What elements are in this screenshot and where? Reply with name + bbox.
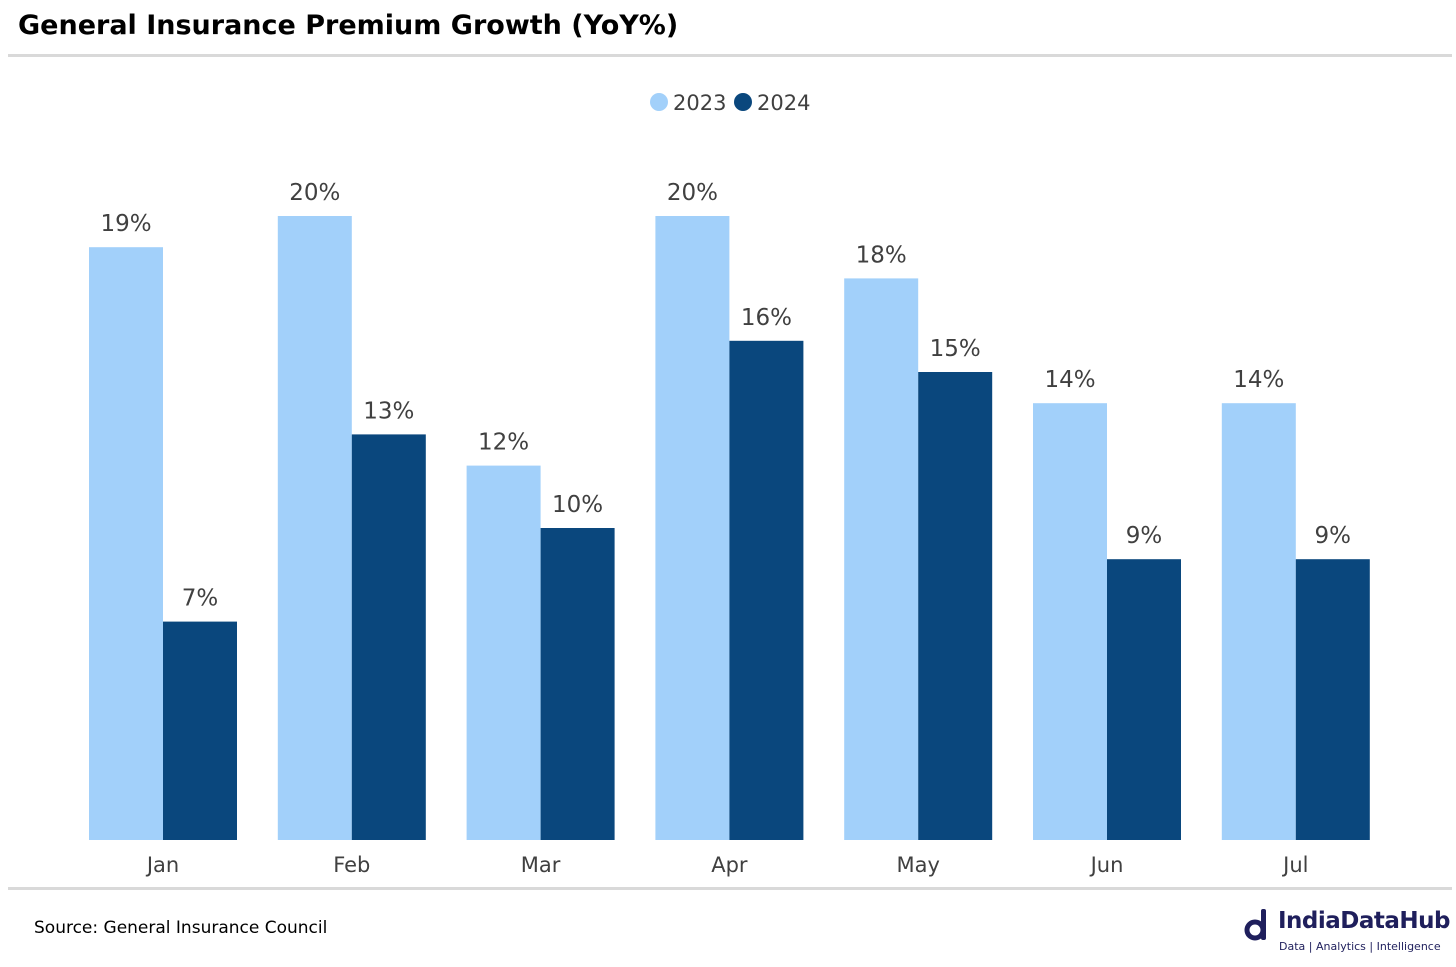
category-label-apr: Apr	[711, 853, 748, 877]
category-label-jul: Jul	[1281, 853, 1308, 877]
bar-mar-2023	[466, 465, 541, 840]
source-note: Source: General Insurance Council	[34, 918, 328, 938]
category-label-jun: Jun	[1089, 853, 1124, 877]
chart-title: General Insurance Premium Growth (YoY%)	[18, 10, 679, 41]
value-label-jul-2024: 9%	[1315, 523, 1352, 549]
brand-name: IndiaDataHub	[1278, 908, 1451, 934]
bottom-divider	[8, 887, 1452, 890]
category-label-jan: Jan	[145, 853, 179, 877]
bar-feb-2024	[351, 434, 426, 840]
value-label-jan-2023: 19%	[100, 211, 151, 237]
bar-jun-2024	[1107, 559, 1181, 840]
value-label-mar-2023: 12%	[478, 430, 529, 456]
bar-jan-2023	[89, 247, 163, 840]
bar-feb-2023	[277, 216, 352, 840]
chart-category-labels: Jan Feb Mar Apr May Jun Jul	[145, 853, 1309, 877]
category-label-may: May	[896, 853, 939, 877]
legend-label-2024: 2024	[757, 91, 810, 115]
value-label-may-2023: 18%	[856, 242, 907, 268]
bar-may-2023	[844, 278, 919, 840]
chart-bars	[89, 216, 1370, 840]
value-label-apr-2023: 20%	[667, 180, 718, 206]
bar-may-2024	[918, 372, 993, 840]
bar-jan-2024	[163, 621, 237, 840]
value-label-feb-2023: 20%	[289, 180, 340, 206]
bar-jun-2023	[1033, 403, 1107, 840]
value-label-feb-2024: 13%	[363, 398, 414, 424]
value-label-jun-2024: 9%	[1126, 523, 1163, 549]
brand-tagline: Data | Analytics | Intelligence	[1279, 940, 1441, 953]
bar-mar-2024	[540, 528, 615, 840]
top-divider	[8, 54, 1452, 57]
bar-apr-2024	[729, 340, 804, 840]
brand-logo-icon	[1244, 909, 1266, 941]
value-label-jul-2023: 14%	[1233, 367, 1284, 393]
legend-marker-2024	[734, 93, 752, 111]
value-label-mar-2024: 10%	[552, 492, 603, 518]
category-label-mar: Mar	[521, 853, 561, 877]
value-label-jan-2024: 7%	[182, 586, 219, 612]
value-label-may-2024: 15%	[930, 336, 981, 362]
legend-marker-2023	[650, 93, 668, 111]
category-label-feb: Feb	[333, 853, 370, 877]
bar-chart: 2023 2024 19% 7% 20% 13% 12% 10% 20% 16% 18% 15% 14…	[89, 91, 1370, 877]
chart-legend: 2023 2024	[650, 91, 810, 115]
bar-apr-2023	[655, 216, 730, 840]
value-label-apr-2024: 16%	[741, 305, 792, 331]
bar-jul-2024	[1295, 559, 1370, 840]
bar-jul-2023	[1221, 403, 1296, 840]
value-label-jun-2023: 14%	[1044, 367, 1095, 393]
chart-value-labels: 19% 7% 20% 13% 12% 10% 20% 16% 18% 15% 14% 9% 14% 9%	[100, 180, 1351, 612]
legend-label-2023: 2023	[673, 91, 726, 115]
brand-logo: IndiaDataHub Data | Analytics | Intellig…	[1244, 906, 1452, 958]
